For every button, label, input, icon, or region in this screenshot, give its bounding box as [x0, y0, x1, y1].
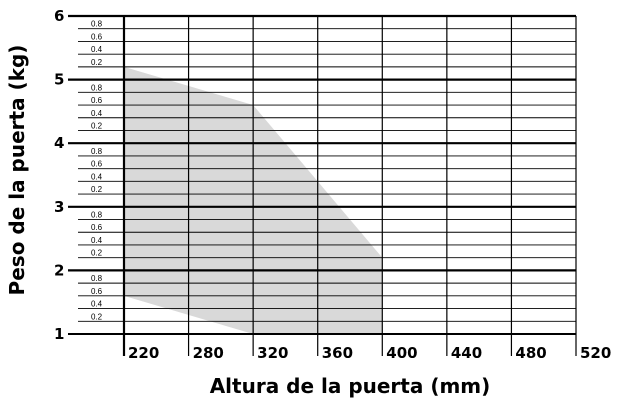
- y-minor-tick-label: 0.2: [91, 249, 103, 258]
- grid-layer: [68, 14, 577, 356]
- y-minor-tick-label: 0.8: [91, 147, 103, 156]
- y-minor-tick-label: 0.4: [91, 45, 103, 54]
- y-minor-tick-label: 0.2: [91, 121, 103, 130]
- y-minor-tick-label: 0.6: [91, 32, 103, 41]
- y-minor-tick-label: 0.2: [91, 58, 103, 67]
- y-minor-tick-label: 0.6: [91, 223, 103, 232]
- y-major-tick-label: 6: [54, 7, 64, 25]
- x-tick-label: 400: [386, 344, 417, 362]
- y-major-tick-label: 5: [54, 71, 64, 89]
- x-tick-label: 520: [580, 344, 611, 362]
- y-minor-tick-label: 0.4: [91, 109, 103, 118]
- y-major-tick-label: 1: [54, 325, 64, 343]
- x-tick-label: 220: [128, 344, 159, 362]
- x-axis-label: Altura de la puerta (mm): [210, 374, 491, 398]
- y-minor-tick-label: 0.6: [91, 287, 103, 296]
- y-minor-tick-label: 0.2: [91, 312, 103, 321]
- y-minor-tick-label: 0.4: [91, 236, 103, 245]
- y-major-tick-label: 2: [54, 261, 64, 279]
- y-minor-tick-label: 0.8: [91, 274, 103, 283]
- y-major-tick-label: 3: [54, 198, 64, 216]
- x-tick-label: 480: [515, 344, 546, 362]
- y-minor-tick-label: 0.6: [91, 96, 103, 105]
- x-tick-label: 320: [257, 344, 288, 362]
- x-tick-label: 280: [193, 344, 224, 362]
- x-tick-label: 360: [322, 344, 353, 362]
- y-minor-tick-label: 0.4: [91, 300, 103, 309]
- y-minor-tick-label: 0.4: [91, 172, 103, 181]
- y-minor-tick-label: 0.8: [91, 211, 103, 220]
- y-minor-tick-label: 0.8: [91, 20, 103, 29]
- x-tick-label: 440: [451, 344, 482, 362]
- y-minor-tick-label: 0.2: [91, 185, 103, 194]
- tick-layer: 1 2 3 4 5 6 0.2 0.4 0.6 0.8 0.2 0.4 0.6 0.8 0.2 0.4 0.6 0…: [54, 7, 611, 362]
- y-axis-label: Peso de la puerta (kg): [5, 45, 29, 296]
- y-minor-tick-label: 0.8: [91, 83, 103, 92]
- y-minor-tick-label: 0.6: [91, 160, 103, 169]
- y-major-tick-label: 4: [54, 134, 64, 152]
